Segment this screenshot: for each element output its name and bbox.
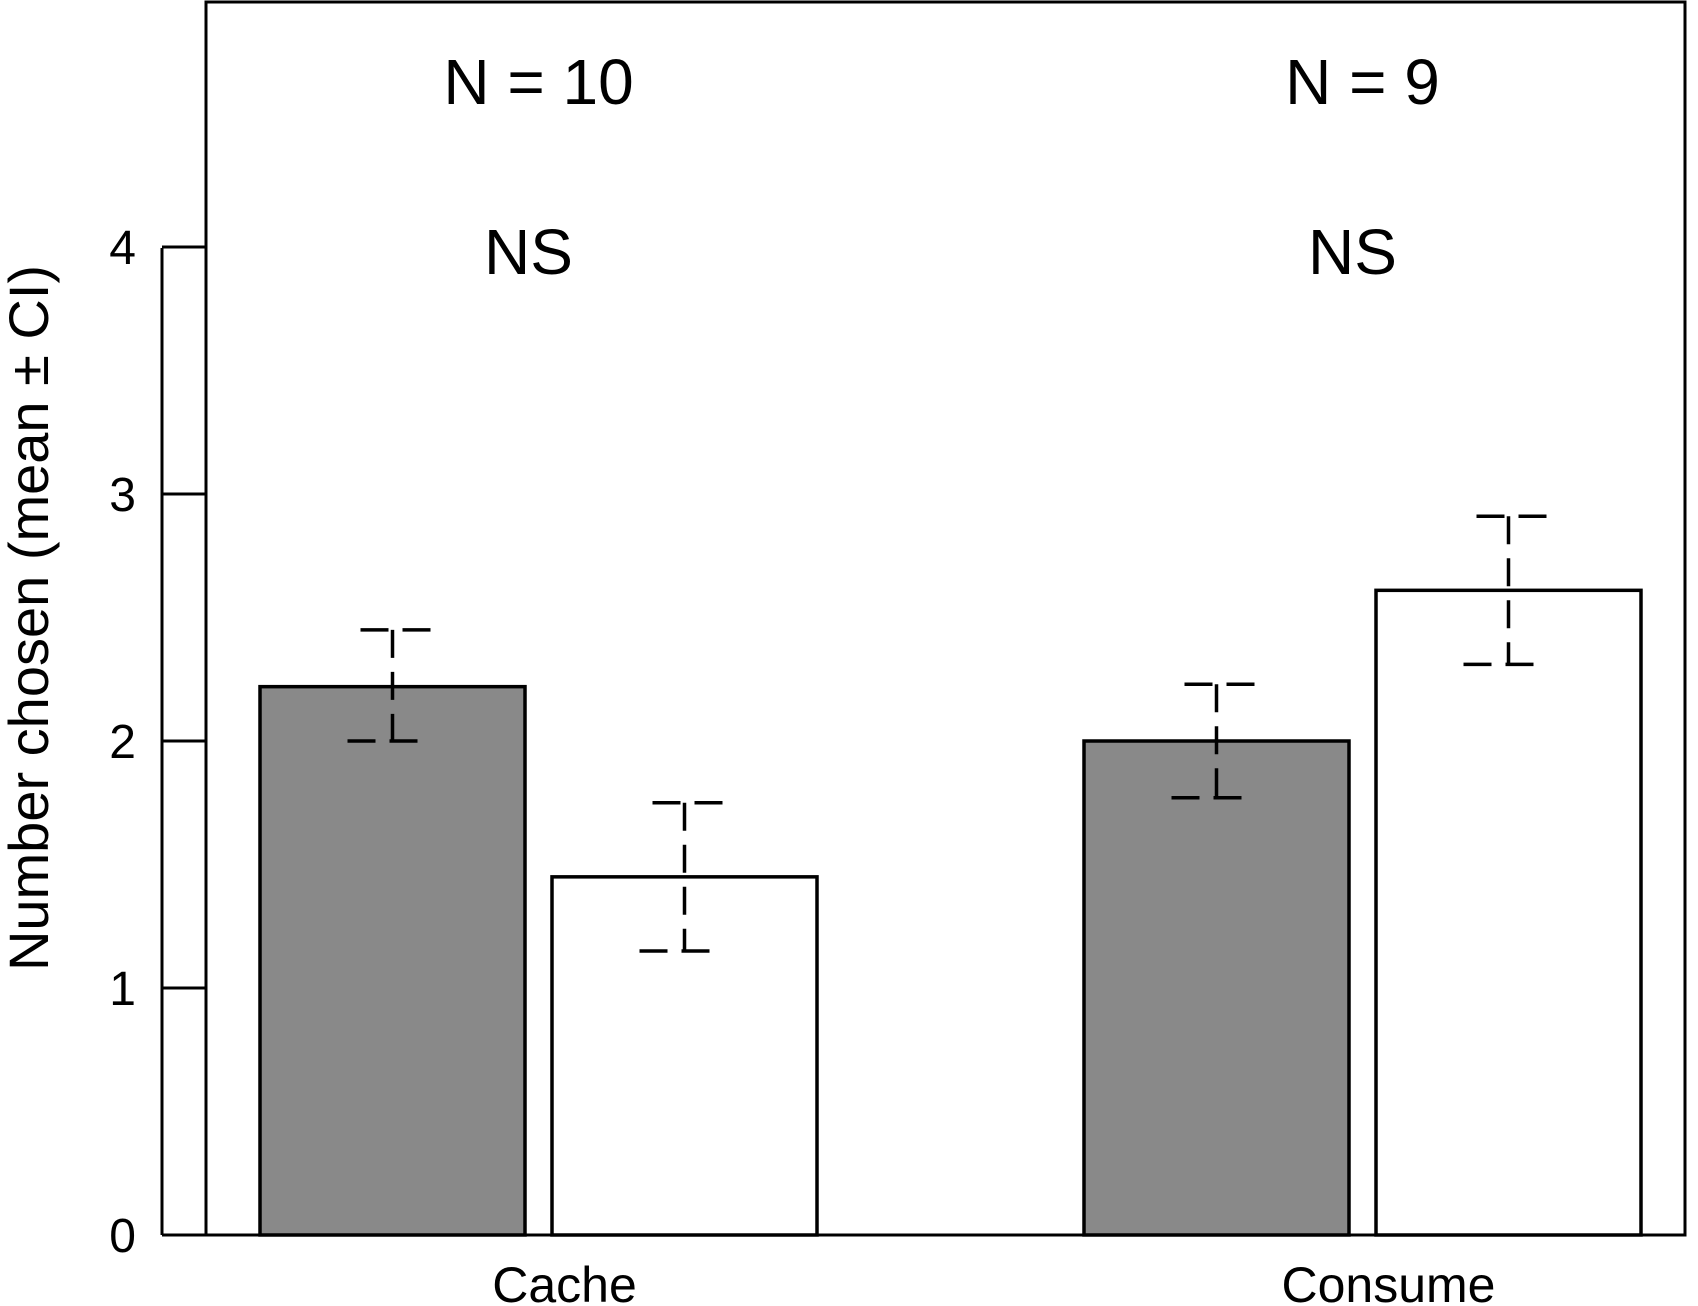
y-tick-label-2: 2	[109, 716, 136, 769]
y-tick-label-4: 4	[109, 222, 136, 275]
group-annotations: N = 10 NS N = 9 NS	[443, 46, 1440, 288]
n-label-cache: N = 10	[443, 46, 633, 118]
bar-cache-1	[258, 684, 527, 1237]
bar-consume-1	[1082, 739, 1351, 1237]
y-tick-label-1: 1	[109, 963, 136, 1016]
plot-frame	[204, 0, 1687, 1237]
significance-label-consume: NS	[1308, 216, 1397, 288]
y-tick-label-3: 3	[109, 469, 136, 522]
bar-consume-2	[1374, 588, 1643, 1237]
y-axis-label: Number chosen (mean ± CI)	[0, 265, 60, 971]
significance-label-cache: NS	[484, 216, 573, 288]
error-bar-cache-1	[347, 628, 438, 743]
y-tick-label-0: 0	[109, 1210, 136, 1263]
n-label-consume: N = 9	[1285, 46, 1440, 118]
x-category-label-consume: Consume	[1282, 1257, 1496, 1306]
x-axis-labels: Cache Consume	[492, 1257, 1495, 1306]
bars-layer	[258, 588, 1643, 1237]
error-bar-consume-1	[1171, 682, 1262, 800]
error-bars-layer	[347, 514, 1554, 953]
error-bar-consume-2	[1463, 514, 1554, 667]
y-axis: 0 1 2 3 4	[109, 222, 206, 1263]
x-category-label-cache: Cache	[492, 1257, 637, 1306]
error-bar-cache-2	[639, 801, 730, 953]
